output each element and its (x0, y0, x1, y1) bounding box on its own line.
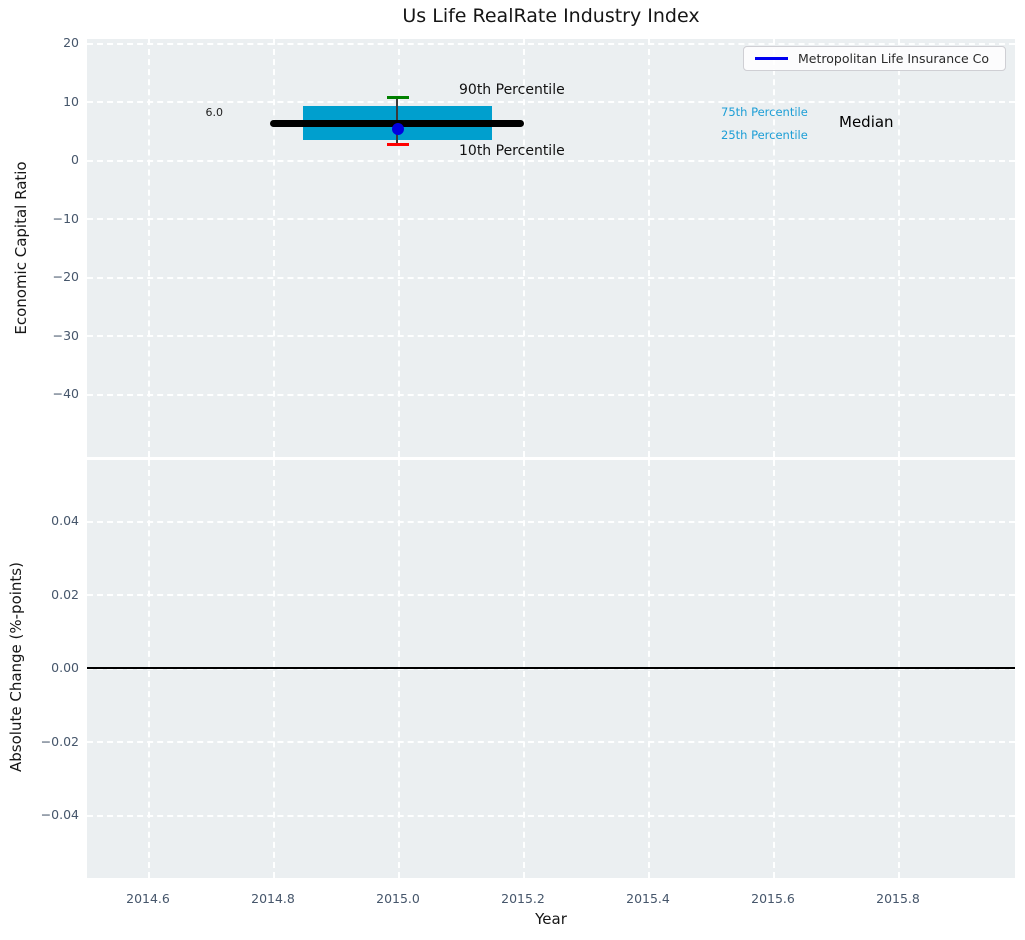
y-tick-label: −0.02 (40, 734, 79, 749)
median-value-label: 6.0 (205, 106, 224, 119)
y-tick-label: −30 (52, 328, 79, 343)
gridline (87, 741, 1015, 743)
p90-cap (387, 96, 409, 99)
gridline (273, 39, 275, 457)
top-axes: 6.0 90th Percentile 10th Percentile 75th… (87, 39, 1015, 457)
bottom-axes (87, 460, 1015, 878)
y-tick-label: 10 (63, 94, 79, 109)
chart-title: Us Life RealRate Industry Index (402, 5, 700, 27)
gridline (87, 43, 1015, 45)
x-tick-label: 2014.8 (251, 891, 295, 906)
y-tick-label: −20 (52, 269, 79, 284)
gridline (87, 594, 1015, 596)
legend: Metropolitan Life Insurance Co (743, 46, 1006, 71)
gridline (523, 39, 525, 457)
gridline (398, 39, 400, 457)
gridline (648, 460, 650, 878)
gridline (773, 39, 775, 457)
p10-annotation: 10th Percentile (459, 143, 565, 159)
y-tick-label: 20 (63, 35, 79, 50)
y-tick-label: 0.00 (51, 660, 79, 675)
gridline (87, 277, 1015, 279)
p25-annotation: 25th Percentile (721, 128, 808, 142)
y-tick-label: −10 (52, 211, 79, 226)
gridline (87, 101, 1015, 103)
gridline (398, 460, 400, 878)
p75-annotation: 75th Percentile (721, 105, 808, 119)
y-tick-label: 0.04 (51, 513, 79, 528)
y-tick-label: −40 (52, 386, 79, 401)
y-tick-label: 0.02 (51, 587, 79, 602)
gridline (87, 160, 1015, 162)
bottom-y-axis-label: Absolute Change (%-points) (7, 562, 25, 772)
gridline (898, 39, 900, 457)
company-data-point (392, 123, 404, 135)
median-annotation: Median (839, 113, 894, 131)
y-tick-label: −0.04 (40, 807, 79, 822)
x-tick-label: 2015.2 (501, 891, 545, 906)
gridline (773, 460, 775, 878)
y-tick-label: 0 (71, 152, 79, 167)
gridline (87, 218, 1015, 220)
gridline (87, 394, 1015, 396)
x-tick-label: 2015.4 (626, 891, 670, 906)
legend-label: Metropolitan Life Insurance Co (798, 51, 990, 66)
x-axis-label: Year (535, 910, 567, 928)
p90-annotation: 90th Percentile (459, 82, 565, 98)
x-tick-label: 2015.0 (376, 891, 420, 906)
gridline (148, 39, 150, 457)
gridline (148, 460, 150, 878)
gridline (273, 460, 275, 878)
gridline (523, 460, 525, 878)
legend-line-swatch (755, 57, 788, 60)
gridline (898, 460, 900, 878)
p10-cap (387, 143, 409, 146)
gridline (87, 668, 1015, 670)
gridline (648, 39, 650, 457)
gridline (87, 815, 1015, 817)
gridline (87, 335, 1015, 337)
x-tick-label: 2015.6 (751, 891, 795, 906)
x-tick-label: 2014.6 (126, 891, 170, 906)
gridline (87, 521, 1015, 523)
x-tick-label: 2015.8 (876, 891, 920, 906)
top-y-axis-label: Economic Capital Ratio (12, 161, 30, 335)
zero-reference-line (87, 667, 1015, 669)
